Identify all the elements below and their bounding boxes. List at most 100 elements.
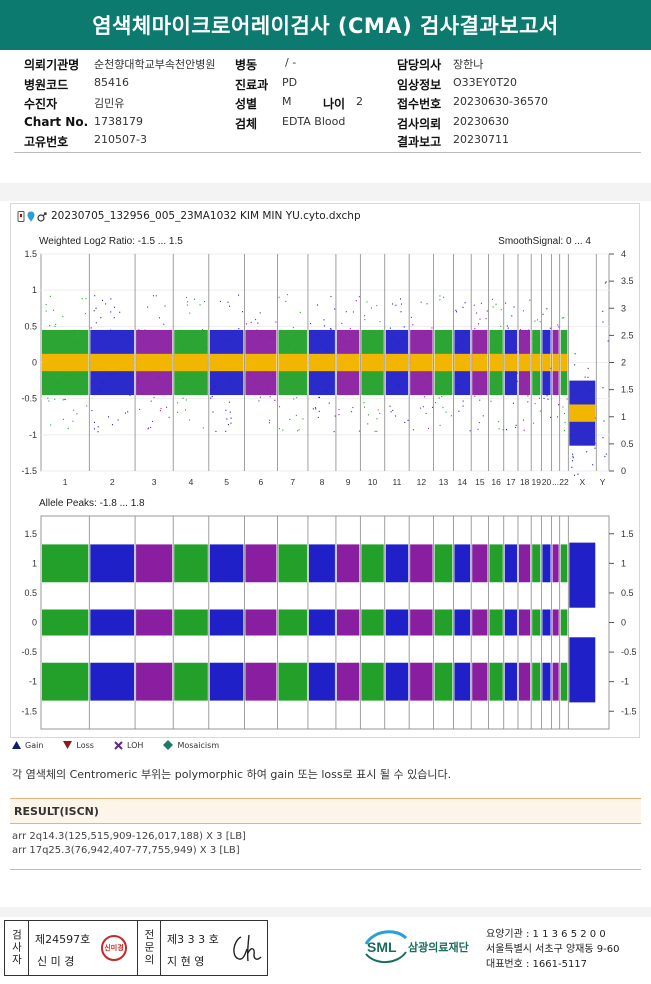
- log2-point: [157, 376, 159, 379]
- log2-point: [178, 377, 180, 379]
- allele-band: [209, 662, 244, 701]
- log2-point: [458, 410, 460, 412]
- log2-point: [404, 421, 406, 423]
- log2-point: [476, 312, 478, 314]
- log2-point: [330, 328, 332, 330]
- log2-point: [227, 301, 229, 303]
- log2-point: [507, 349, 509, 351]
- log2-point: [255, 318, 257, 321]
- log2-point: [286, 293, 288, 296]
- log2-point: [257, 322, 259, 324]
- log2-point: [227, 423, 229, 426]
- legend-gain-label: Gain: [25, 740, 44, 750]
- chromosome-label: 10: [368, 477, 378, 487]
- smooth-signal-segment: [136, 353, 173, 372]
- allele-band: [489, 544, 503, 583]
- log2-point: [97, 431, 99, 433]
- log2-point: [344, 340, 346, 342]
- log2-point: [443, 331, 445, 333]
- smooth-signal-segment: [434, 353, 453, 372]
- log2-point: [272, 374, 274, 376]
- log2-point: [338, 409, 340, 411]
- log2-point: [193, 298, 195, 300]
- log2-point: [113, 373, 115, 375]
- log2-point: [229, 340, 231, 342]
- log2-point: [549, 327, 551, 329]
- legend-gain: Gain: [12, 741, 43, 750]
- log2-point: [400, 303, 402, 305]
- log2-point: [607, 340, 609, 342]
- allele-band: [454, 662, 471, 701]
- log2-point: [412, 429, 414, 431]
- y-tick-label: -0.5: [21, 394, 37, 404]
- department-label: 진료과: [235, 78, 269, 92]
- chart-no-value: 1738179: [94, 115, 143, 128]
- log2-point: [500, 309, 502, 311]
- log2-point: [564, 412, 566, 415]
- signature-box: 검사자 제24597호 신 미 경 신미경 전문의 제3 3 3 호 지 현 영: [4, 920, 268, 976]
- chromosome-label: Y: [600, 477, 606, 487]
- log2-point: [462, 405, 464, 407]
- log2-point: [528, 329, 530, 331]
- log2-point: [318, 396, 320, 398]
- log2-point: [365, 345, 367, 348]
- log2-point: [55, 323, 57, 326]
- log2-point: [564, 333, 566, 336]
- result-lines: arr 2q14.3(125,515,909-126,017,188) X 3 …: [12, 830, 246, 858]
- log2-point: [65, 398, 67, 401]
- log2-point: [67, 427, 69, 430]
- log2-point: [95, 307, 97, 309]
- log2-point: [329, 328, 331, 330]
- log2-point: [177, 402, 179, 404]
- log2-point: [461, 341, 463, 343]
- log2-point: [602, 321, 604, 323]
- log2-point: [455, 311, 457, 313]
- log2-point: [49, 295, 51, 297]
- log2-point: [486, 310, 488, 312]
- centromeric-note: 각 염색체의 Centromeric 부위는 polymorphic 하여 ga…: [12, 768, 452, 781]
- log2-point: [185, 385, 187, 387]
- log2-point: [102, 381, 104, 384]
- log2-point: [536, 319, 538, 321]
- log2-point: [506, 325, 508, 327]
- log2-point: [513, 306, 515, 308]
- log2-point: [254, 378, 256, 380]
- allele-band: [542, 544, 551, 583]
- y-tick-label: 1.5: [24, 249, 37, 259]
- log2-point: [558, 404, 560, 406]
- allele-band: [385, 544, 409, 583]
- log2-point: [98, 389, 100, 391]
- log2-point: [553, 378, 555, 380]
- y-tick-label: -1.5: [21, 466, 37, 476]
- log2-point: [502, 429, 504, 431]
- log2-point: [230, 422, 232, 424]
- log2-point: [86, 386, 88, 388]
- log2-point: [534, 402, 536, 405]
- y2-tick-label: 3.5: [621, 276, 634, 286]
- log2-point: [326, 390, 328, 392]
- log2-point: [289, 418, 291, 420]
- log2-point: [491, 298, 493, 301]
- log2-point: [204, 300, 206, 303]
- chromosome-label: X: [579, 477, 585, 487]
- log2-point: [367, 414, 369, 416]
- log2-point: [512, 402, 514, 404]
- log2-point: [563, 317, 565, 319]
- smooth-signal-segment: [361, 353, 384, 372]
- allele-band: [336, 662, 360, 701]
- log2-point: [154, 334, 156, 336]
- log2-point: [572, 456, 574, 459]
- y2-tick-label: 2: [621, 358, 626, 368]
- log2-point: [428, 373, 430, 375]
- allele-band: [560, 662, 568, 701]
- log2-point: [189, 312, 191, 314]
- log2-point: [321, 370, 323, 372]
- patient-label: 수진자: [24, 97, 58, 111]
- log2-point: [117, 419, 119, 421]
- log2-point: [367, 423, 369, 425]
- log2-point: [183, 350, 185, 352]
- log2-point: [273, 336, 275, 338]
- chromosome-label: 15: [475, 477, 485, 487]
- log2-point: [147, 428, 149, 430]
- log2-point: [469, 430, 471, 432]
